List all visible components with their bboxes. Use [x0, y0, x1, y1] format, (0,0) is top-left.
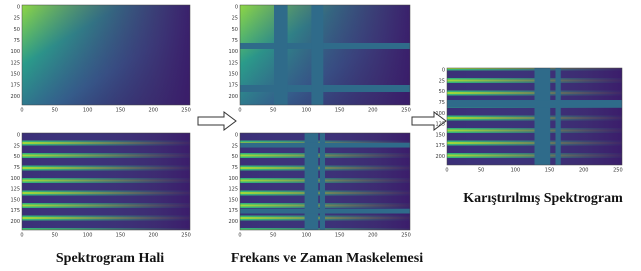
y-tick-label: 125: [228, 60, 238, 66]
x-tick-label: 100: [302, 108, 312, 114]
mask: [447, 100, 622, 108]
y-tick-label: 25: [14, 16, 20, 22]
y-tick-label: 75: [14, 165, 20, 171]
x-tick-label: 0: [238, 108, 241, 114]
mask: [240, 43, 410, 49]
x-tick-label: 50: [52, 108, 58, 114]
y-tick-label: 200: [435, 154, 445, 160]
y-tick-label: 50: [232, 27, 238, 33]
y-tick-label: 200: [10, 94, 20, 100]
y-tick-label: 150: [10, 71, 20, 77]
x-tick-label: 100: [83, 233, 93, 239]
x-tick-label: 100: [511, 168, 521, 174]
caption: Spektrogram Hali: [56, 251, 164, 266]
y-tick-label: 150: [228, 71, 238, 77]
y-tick-label: 175: [10, 208, 20, 214]
y-tick-label: 125: [10, 187, 20, 193]
y-tick-label: 75: [439, 100, 445, 106]
x-tick-label: 200: [148, 233, 158, 239]
y-tick-label: 175: [228, 83, 238, 89]
x-tick-label: 200: [579, 168, 589, 174]
x-tick-label: 50: [478, 168, 484, 174]
diagram: Spektrogram Hali Frekans ve Zaman Maskel…: [0, 0, 641, 271]
y-tick-label: 150: [10, 197, 20, 203]
x-tick-label: 250: [181, 233, 191, 239]
mask: [240, 143, 410, 148]
y-tick-label: 50: [232, 154, 238, 160]
y-tick-label: 25: [439, 78, 445, 84]
x-tick-label: 250: [401, 233, 411, 239]
spectrogram-shade: [22, 5, 190, 105]
y-tick-label: 50: [439, 89, 445, 95]
y-tick-label: 175: [10, 83, 20, 89]
x-tick-label: 200: [148, 108, 158, 114]
x-tick-label: 250: [613, 168, 623, 174]
mask: [240, 209, 410, 214]
y-tick-label: 100: [228, 176, 238, 182]
y-tick-label: 100: [435, 111, 445, 117]
x-tick-label: 100: [83, 108, 93, 114]
x-tick-label: 0: [238, 233, 241, 239]
y-tick-label: 175: [435, 143, 445, 149]
x-tick-label: 50: [270, 233, 276, 239]
x-tick-label: 200: [368, 108, 378, 114]
x-tick-label: 150: [545, 168, 555, 174]
y-tick-label: 75: [232, 165, 238, 171]
y-tick-label: 100: [10, 176, 20, 182]
mask: [311, 5, 323, 105]
x-tick-label: 150: [335, 108, 345, 114]
y-tick-label: 25: [232, 143, 238, 149]
y-tick-label: 50: [14, 27, 20, 33]
y-tick-label: 200: [10, 219, 20, 225]
y-tick-label: 150: [435, 132, 445, 138]
arrow: [198, 112, 446, 130]
spectrogram-shade: [22, 133, 190, 230]
mask: [535, 68, 551, 165]
x-tick-label: 250: [401, 108, 411, 114]
y-tick-label: 0: [17, 5, 20, 11]
y-tick-label: 100: [228, 49, 238, 55]
x-tick-label: 250: [181, 108, 191, 114]
mask: [556, 68, 561, 165]
y-tick-label: 0: [442, 68, 445, 74]
caption: Karıştırılmış Spektrogram: [463, 191, 623, 206]
mask: [240, 85, 410, 92]
x-tick-label: 150: [116, 108, 126, 114]
x-tick-label: 0: [20, 233, 23, 239]
x-tick-label: 0: [20, 108, 23, 114]
y-tick-label: 150: [228, 197, 238, 203]
y-tick-label: 25: [232, 16, 238, 22]
x-tick-label: 200: [368, 233, 378, 239]
mask: [274, 5, 288, 105]
y-tick-label: 25: [14, 143, 20, 149]
y-tick-label: 50: [14, 154, 20, 160]
x-tick-label: 50: [52, 233, 58, 239]
y-tick-label: 0: [235, 133, 238, 139]
y-tick-label: 125: [10, 60, 20, 66]
y-tick-label: 125: [228, 187, 238, 193]
y-tick-label: 125: [435, 122, 445, 128]
y-tick-label: 0: [235, 5, 238, 11]
x-tick-label: 150: [335, 233, 345, 239]
y-tick-label: 0: [17, 133, 20, 139]
y-tick-label: 75: [232, 38, 238, 44]
x-tick-label: 150: [116, 233, 126, 239]
y-tick-label: 75: [14, 38, 20, 44]
y-tick-label: 200: [228, 94, 238, 100]
y-tick-label: 100: [10, 49, 20, 55]
x-tick-label: 0: [445, 168, 448, 174]
y-tick-label: 175: [228, 208, 238, 214]
x-tick-label: 50: [270, 108, 276, 114]
y-tick-label: 200: [228, 219, 238, 225]
x-tick-label: 100: [302, 233, 312, 239]
caption: Frekans ve Zaman Maskelemesi: [231, 251, 423, 266]
